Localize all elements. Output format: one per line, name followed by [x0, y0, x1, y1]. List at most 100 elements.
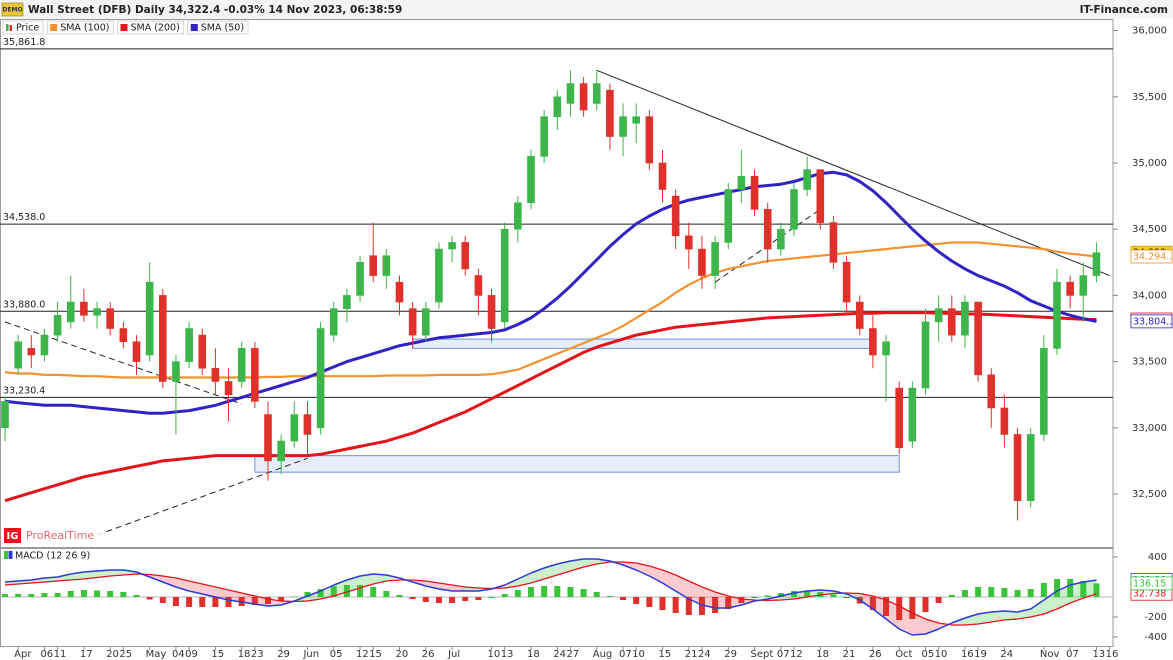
y-tick-label: 35,500: [1132, 92, 1167, 103]
candle-body: [14, 341, 22, 369]
x-tick-label: 12: [790, 649, 803, 660]
level-label: 34,538.0: [3, 212, 45, 223]
candle-body: [763, 209, 772, 250]
x-tick-label: 05: [330, 649, 343, 660]
legend-swatch: [9, 25, 12, 31]
y-tick-label: 32,500: [1132, 489, 1167, 500]
histogram-bar: [15, 594, 22, 597]
histogram-bar: [370, 587, 377, 597]
candle-body: [842, 262, 851, 303]
legend-item-box: [117, 20, 185, 35]
macd-fill: [675, 575, 689, 599]
candle-body: [237, 348, 246, 382]
demo-badge: [1, 2, 24, 17]
macd-title-swatch: [4, 551, 8, 559]
x-tick-label: Jun: [302, 649, 319, 660]
candle-body: [737, 175, 746, 190]
macd-fill: [780, 593, 794, 600]
histogram-bar: [383, 591, 390, 597]
histogram-bar: [791, 591, 797, 597]
histogram-bar: [567, 587, 574, 597]
x-tick-label: 18: [238, 649, 251, 660]
candle-body: [777, 228, 785, 250]
candle-body: [66, 301, 75, 323]
candle-body: [303, 414, 312, 435]
histogram-bar: [712, 597, 719, 613]
candle-body: [264, 414, 272, 462]
candle-body: [750, 175, 759, 210]
x-tick-label: 15: [369, 649, 382, 660]
y-tick-label: 35,000: [1132, 158, 1167, 169]
macd-fill: [583, 559, 597, 567]
candle-body: [514, 202, 522, 230]
histogram-bar: [646, 597, 653, 607]
x-tick-label: 20: [106, 649, 119, 660]
x-tick-label: Nov: [1040, 649, 1060, 660]
demo-badge-text: DEMO: [2, 7, 22, 14]
y-tick-label: -400: [1144, 632, 1167, 643]
candle-body: [816, 169, 825, 223]
macd-panel: [0, 558, 1113, 636]
histogram-bar: [1080, 581, 1087, 597]
histogram-bar: [225, 597, 232, 607]
header-bar: [0, 0, 1173, 19]
x-tick-label: Jul: [447, 649, 460, 660]
candle-body: [540, 116, 548, 157]
x-tick-label: Apr: [14, 649, 32, 660]
y-tick-label: 34,000: [1132, 290, 1167, 301]
legend-label: SMA (100): [60, 23, 109, 34]
candle-body: [829, 222, 838, 263]
candle-body: [277, 440, 285, 462]
x-tick-label: 07: [1066, 649, 1079, 660]
histogram-bar: [1067, 579, 1074, 597]
y-tick-label: -200: [1144, 612, 1167, 623]
histogram-bar: [659, 597, 666, 610]
candle-body: [579, 83, 588, 111]
histogram-bar: [330, 586, 337, 597]
candle-body: [185, 328, 193, 362]
histogram-bar: [343, 585, 350, 597]
histogram-bar: [54, 593, 61, 597]
candle-body: [908, 387, 917, 442]
chart-title: Wall Street (DFB) Daily 34,322.4 -0.03% …: [28, 4, 402, 16]
candle-body: [1053, 281, 1061, 349]
candle-body: [987, 374, 996, 409]
histogram-bar: [528, 587, 534, 597]
candle-body: [435, 248, 443, 303]
candle-body: [882, 341, 890, 356]
candle-body: [211, 367, 220, 382]
macd-title: MACD (12 26 9): [15, 551, 90, 562]
x-tick-label: 10: [632, 649, 645, 660]
macd-fill: [189, 581, 203, 594]
x-tick-label: 23: [251, 649, 264, 660]
macd-fill: [83, 571, 98, 579]
histogram-bar: [317, 589, 324, 597]
candle-body: [119, 328, 128, 343]
macd-fill: [162, 576, 176, 587]
macd-fill: [1057, 585, 1071, 609]
macd-fill: [1043, 591, 1057, 614]
histogram-bar: [541, 586, 548, 597]
histogram-bar: [172, 597, 179, 606]
histogram-bar: [909, 597, 916, 619]
candle-body: [934, 308, 943, 323]
last-value-label: 136.15: [1133, 578, 1166, 589]
candle-body: [1, 401, 9, 429]
histogram-bar: [251, 597, 258, 605]
histogram-bar: [830, 594, 837, 597]
histogram-bar: [462, 597, 469, 601]
overlay: 36,000 35,500 35,000 34,500 34,000 33,500 33,0…: [1, 20, 1173, 660]
candle-body: [132, 341, 141, 362]
histogram-bar: [396, 595, 403, 597]
candle-body: [27, 348, 36, 356]
level-label: 33,880.0: [3, 299, 45, 310]
histogram-bar: [1040, 583, 1047, 597]
x-tick-label: 04: [172, 649, 185, 660]
y-tick-label: 33,000: [1132, 423, 1167, 434]
last-value-box: [1130, 314, 1173, 329]
histogram-bar: [1054, 579, 1060, 597]
candle-body: [53, 314, 62, 336]
x-tick-label: 12: [356, 649, 369, 660]
x-tick-label: 21: [685, 649, 698, 660]
macd-fill: [228, 590, 242, 602]
